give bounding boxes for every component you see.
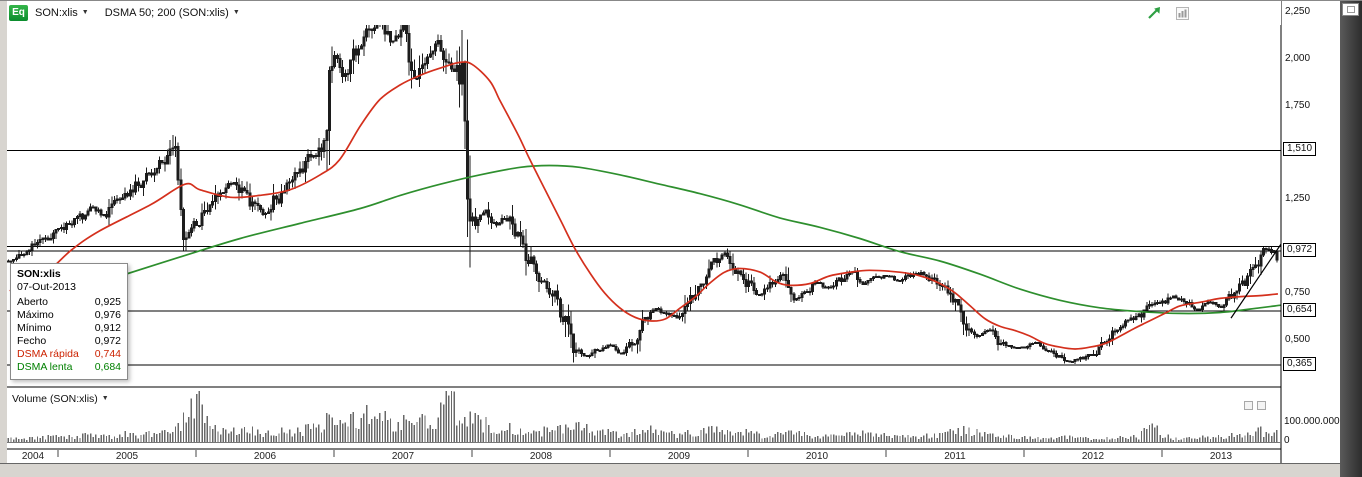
price-axis-label: 1,750	[1285, 99, 1311, 111]
toolbar-right-tools	[1147, 5, 1189, 21]
tooltip-label: DSMA lenta	[17, 361, 73, 373]
chart-options-icon[interactable]	[1176, 6, 1189, 20]
sma-slow-line[interactable]	[54, 164, 1281, 315]
tooltip-value: 0,684	[94, 361, 121, 373]
tooltip-value: 0,972	[94, 335, 121, 347]
window-bottom-edge	[0, 463, 1340, 477]
tooltip-row-high: Máximo 0,976	[17, 309, 121, 322]
time-axis: 2004 2005 2006 2007 2008 2009 2010 2011 2012 2013	[0, 450, 1282, 463]
horizontal-level-lines[interactable]	[7, 149, 1281, 366]
volume-panel-controls	[1244, 401, 1266, 410]
equity-type-badge: Eq	[9, 5, 28, 21]
year-label: 2009	[667, 451, 691, 462]
price-axis: 2,250 2,000 1,750 1,250 0,750 0,500 1,510 0,972…	[1282, 1, 1338, 463]
price-level-label[interactable]: 0,365	[1283, 356, 1317, 371]
indicator-selector[interactable]: DSMA 50; 200 (SON:xlis) ▼	[105, 7, 240, 19]
symbol-label: SON:xlis	[35, 7, 78, 19]
tooltip-value: 0,925	[94, 296, 121, 308]
price-axis-label: 2,000	[1285, 52, 1311, 64]
volume-label: Volume (SON:xlis)	[12, 393, 98, 405]
volume-indicator-selector[interactable]: Volume (SON:xlis) ▼	[12, 393, 109, 405]
chevron-down-icon: ▼	[232, 9, 240, 16]
tooltip-label: DSMA rápida	[17, 348, 79, 360]
volume-maximize-icon[interactable]	[1257, 401, 1266, 410]
chevron-down-icon: ▼	[81, 9, 89, 16]
candlestick-series[interactable]	[6, 6, 1279, 364]
price-level-label[interactable]: 0,972	[1283, 243, 1317, 258]
trendline[interactable]	[1230, 243, 1282, 319]
panel-icon	[1346, 6, 1355, 13]
year-label: 2005	[115, 451, 139, 462]
right-side-panel-bar[interactable]	[1340, 1, 1362, 477]
year-label: 2004	[21, 451, 45, 462]
tooltip-row-sma-slow: DSMA lenta 0,684	[17, 361, 121, 374]
indicator-label: DSMA 50; 200 (SON:xlis)	[104, 7, 229, 19]
tooltip-label: Mínimo	[17, 322, 52, 334]
panel-separators	[7, 1, 1282, 463]
trendline-tool-icon[interactable]	[1147, 5, 1163, 21]
price-axis-label: 1,250	[1285, 193, 1311, 205]
tooltip-row-sma-fast: DSMA rápida 0,744	[17, 348, 121, 361]
year-label: 2008	[529, 451, 553, 462]
tooltip-value: 0,976	[94, 309, 121, 321]
price-level-label[interactable]: 0,654	[1283, 302, 1317, 317]
price-axis-label: 2,250	[1285, 5, 1311, 17]
year-label: 2013	[1209, 451, 1233, 462]
tooltip-label: Fecho	[17, 335, 47, 347]
year-label: 2006	[253, 451, 277, 462]
ohlc-tooltip: SON:xlis 07-Out-2013 Aberto 0,925 Máximo 0…	[10, 263, 128, 380]
price-axis-label: 0,750	[1285, 286, 1311, 298]
sma-fast-line[interactable]	[9, 61, 1278, 350]
price-level-label[interactable]: 1,510	[1283, 142, 1317, 157]
symbol-selector[interactable]: SON:xlis ▼	[35, 7, 89, 19]
tooltip-value: 0,744	[94, 348, 121, 360]
year-label: 2011	[944, 451, 966, 462]
chevron-down-icon: ▼	[101, 395, 109, 402]
tooltip-row-low: Mínimo 0,912	[17, 322, 121, 335]
price-axis-label: 0,500	[1285, 333, 1311, 345]
volume-minimize-icon[interactable]	[1244, 401, 1253, 410]
year-label: 2010	[805, 451, 829, 462]
tooltip-label: Aberto	[17, 296, 48, 308]
tooltip-symbol: SON:xlis	[17, 268, 61, 280]
tooltip-row-open: Aberto 0,925	[17, 296, 121, 309]
tooltip-date: 07-Out-2013	[17, 281, 76, 293]
volume-axis-label-100m: 100.000.000	[1284, 416, 1340, 427]
tooltip-label: Máximo	[17, 309, 54, 321]
volume-axis-label-zero: 0	[1284, 435, 1290, 446]
chart-toolbar: Eq SON:xlis ▼ DSMA 50; 200 (SON:xlis) ▼	[7, 1, 1281, 25]
year-label: 2012	[1081, 451, 1105, 462]
year-label: 2007	[391, 451, 415, 462]
tooltip-row-close: Fecho 0,972	[17, 335, 121, 348]
window-left-edge	[0, 1, 7, 477]
volume-bars[interactable]	[7, 391, 1278, 442]
collapse-panel-button[interactable]	[1342, 3, 1359, 16]
tooltip-value: 0,912	[94, 322, 121, 334]
